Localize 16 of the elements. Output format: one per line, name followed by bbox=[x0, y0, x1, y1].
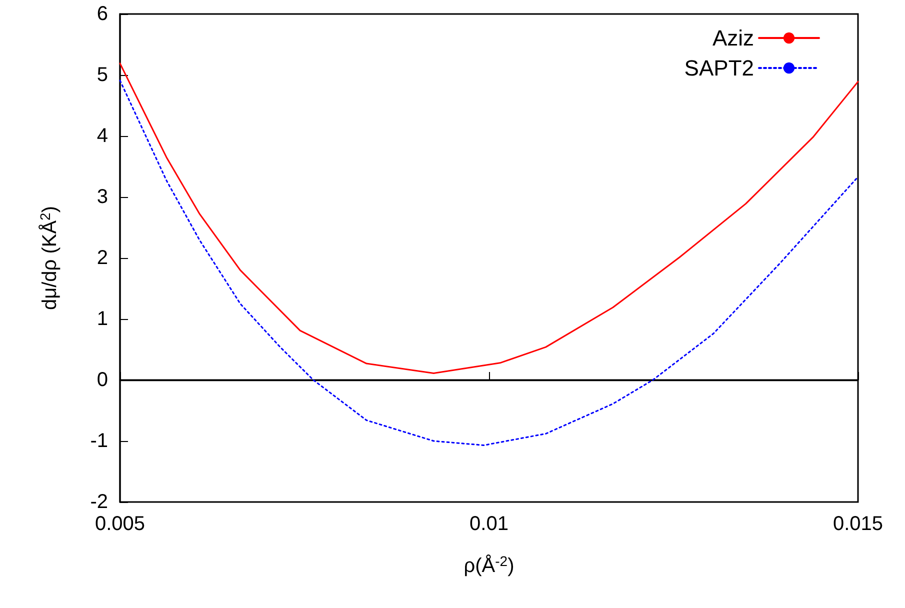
legend-label: SAPT2 bbox=[684, 56, 754, 80]
y-tick-label: 3 bbox=[96, 186, 108, 208]
legend-label: Aziz bbox=[712, 26, 754, 50]
y-tick-label: 5 bbox=[96, 64, 108, 86]
y-tick-label: 2 bbox=[96, 247, 108, 269]
line-series bbox=[119, 80, 859, 446]
y-tick-label: 0 bbox=[96, 369, 108, 391]
y-tick-label: 1 bbox=[96, 308, 108, 330]
x-tick-label: 0.01 bbox=[470, 513, 508, 535]
y-tick-label: 4 bbox=[96, 125, 108, 147]
x-tick-label: 0.005 bbox=[94, 513, 146, 535]
y-tick-label: -2 bbox=[90, 491, 108, 513]
x-tick-label: 0.015 bbox=[832, 513, 884, 535]
y-tick-label: -1 bbox=[90, 430, 108, 452]
y-tick-label: 6 bbox=[96, 3, 108, 25]
y-axis-title: dμ/dρ (KÅ2) bbox=[37, 206, 61, 310]
